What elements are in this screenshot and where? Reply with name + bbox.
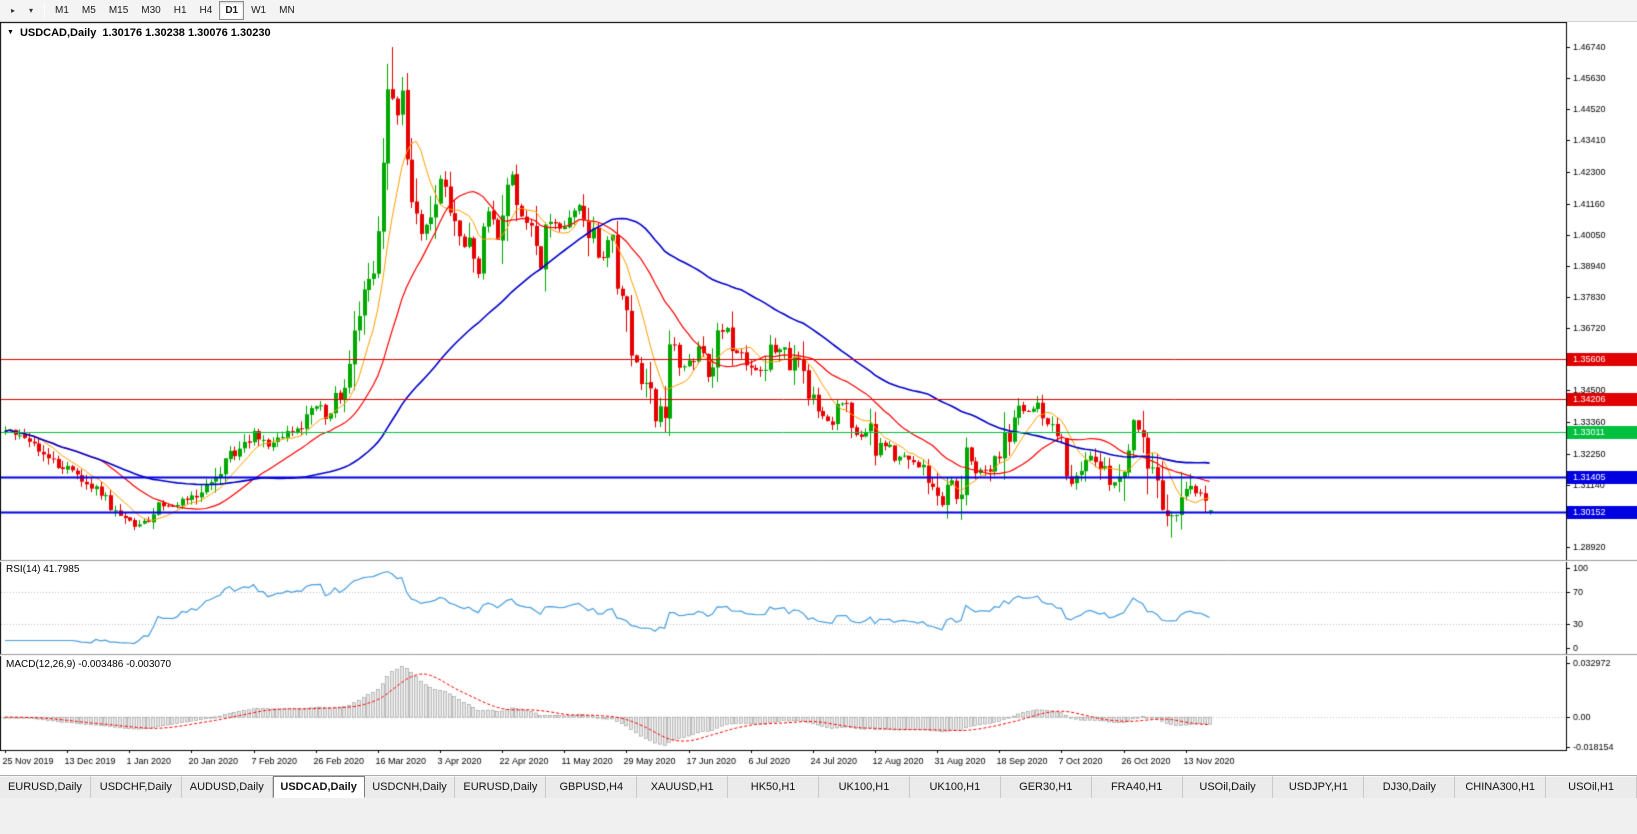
chart-tab-gbpusd-h4[interactable]: GBPUSD,H4 <box>546 776 638 798</box>
timeframe-toolbar: ▸ ▾ M1 M5 M15 M30 H1 H4 D1 W1 MN <box>0 0 1637 22</box>
chevron-down-icon: ▾ <box>28 6 33 15</box>
macd-indicator-label: MACD(12,26,9) -0.003486 -0.003070 <box>6 659 172 670</box>
toolbar-separator <box>44 3 45 18</box>
chart-scroll-button[interactable]: ▸ <box>4 2 22 20</box>
chart-window: ▼ USDCAD,Daily 1.30176 1.30238 1.30076 1… <box>0 22 1637 775</box>
timeframe-button-m5[interactable]: M5 <box>81 5 96 16</box>
chart-tab-dj30-daily[interactable]: DJ30,Daily <box>1364 776 1456 798</box>
timeframe-button-h1[interactable]: H1 <box>173 5 187 16</box>
timeframe-button-m30[interactable]: M30 <box>141 5 161 16</box>
chart-tab-fra40-h1[interactable]: FRA40,H1 <box>1091 776 1183 798</box>
price-chart-canvas[interactable] <box>0 22 1637 775</box>
chart-tab-usdchf-daily[interactable]: USDCHF,Daily <box>90 776 182 798</box>
chart-tab-usdcnh-daily[interactable]: USDCNH,Daily <box>364 776 456 798</box>
chart-title: ▼ USDCAD,Daily 1.30176 1.30238 1.30076 1… <box>7 27 271 39</box>
chart-scroll-icon: ▸ <box>10 6 15 15</box>
chart-tab-usdjpy-h1[interactable]: USDJPY,H1 <box>1273 776 1365 798</box>
chart-tab-usoil-daily[interactable]: USOil,Daily <box>1182 776 1274 798</box>
chart-symbol-label: USDCAD,Daily <box>19 27 97 39</box>
chart-tab-audusd-daily[interactable]: AUDUSD,Daily <box>181 776 273 798</box>
chart-menu-icon[interactable]: ▼ <box>7 29 14 36</box>
timeframe-button-w1[interactable]: W1 <box>251 5 267 16</box>
chart-tabs-bar: EURUSD,Daily USDCHF,Daily AUDUSD,Daily USDC… <box>0 775 1637 798</box>
chart-tab-usoil-h1[interactable]: USOil,H1 <box>1546 776 1637 798</box>
toolbar-dropdown-button[interactable]: ▾ <box>22 2 40 20</box>
chart-tab-uk100-h1[interactable]: UK100,H1 <box>909 776 1001 798</box>
chart-tab-xauusd-h1[interactable]: XAUUSD,H1 <box>637 776 729 798</box>
timeframe-button-m1[interactable]: M1 <box>55 5 69 16</box>
timeframe-button-d1[interactable]: D1 <box>219 1 245 20</box>
chart-tab-ger30-h1[interactable]: GER30,H1 <box>1000 776 1092 798</box>
chart-tab-usdcad-daily[interactable]: USDCAD,Daily <box>272 776 365 798</box>
rsi-indicator-label: RSI(14) 41.7985 <box>6 564 80 575</box>
chart-tab-china300-h1[interactable]: CHINA300,H1 <box>1455 776 1547 798</box>
timeframe-button-mn[interactable]: MN <box>279 5 295 16</box>
chart-tab-eurusd-daily[interactable]: EURUSD,Daily <box>455 776 547 798</box>
timeframe-button-m15[interactable]: M15 <box>108 5 129 16</box>
timeframe-buttons: M1 M5 M15 M30 H1 H4 D1 W1 MN <box>49 1 302 20</box>
chart-ohlc-values: 1.30176 1.30238 1.30076 1.30230 <box>102 27 271 39</box>
chart-tab-hk50-h1[interactable]: HK50,H1 <box>728 776 820 798</box>
timeframe-button-h4[interactable]: H4 <box>199 5 213 16</box>
chart-tab-uk100-h1[interactable]: UK100,H1 <box>819 776 910 798</box>
chart-tab-eurusd-daily[interactable]: EURUSD,Daily <box>0 776 91 798</box>
